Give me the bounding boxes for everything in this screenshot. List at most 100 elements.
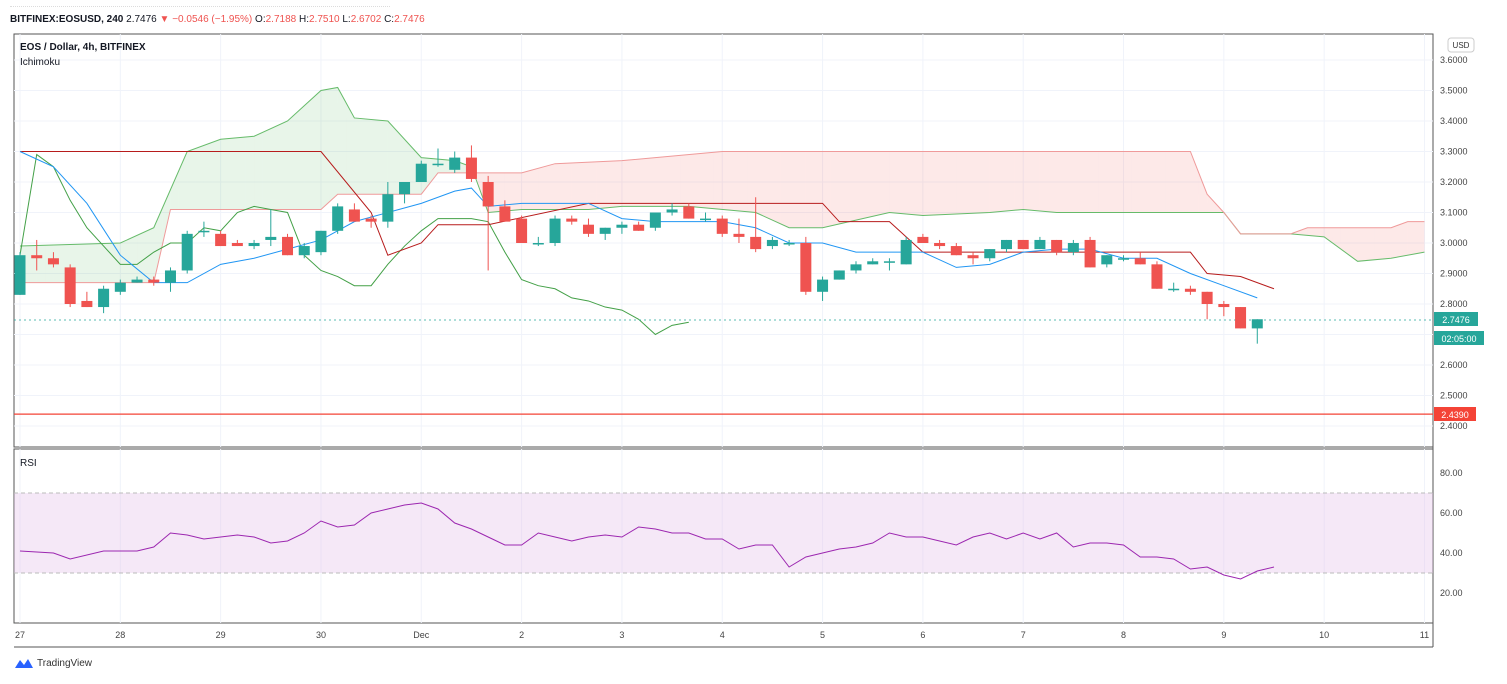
cloud-segment — [120, 239, 129, 283]
cloud-segment — [78, 244, 87, 283]
cloud-segment — [529, 168, 539, 210]
cloud-segment — [212, 139, 221, 210]
cloud-segment — [354, 117, 363, 195]
cloud-segment — [1048, 151, 1057, 213]
currency-button[interactable] — [1447, 37, 1475, 53]
cloud-segment — [1207, 194, 1216, 213]
last-price: 2.7476 — [126, 14, 157, 25]
candle-body — [733, 233, 745, 237]
candles — [14, 145, 1263, 344]
cloud-segment — [981, 151, 990, 213]
price-tick-label: 3.5000 — [1440, 86, 1468, 96]
candle-body — [1067, 243, 1079, 253]
cloud-segment — [805, 151, 815, 228]
cloud-segment — [1374, 227, 1383, 260]
time-tick-label: 8 — [1121, 630, 1126, 640]
base-line — [20, 151, 1275, 290]
cloud-segment — [1123, 151, 1132, 213]
low-label: L: — [342, 14, 351, 25]
candle-body — [867, 261, 879, 265]
candle-body — [282, 236, 294, 256]
cloud-segment — [789, 151, 798, 228]
time-tick-label: 5 — [820, 630, 825, 640]
candle-body — [566, 218, 578, 222]
cloud-segment — [546, 163, 556, 210]
rsi-title: RSI — [20, 458, 37, 469]
cloud-segment — [429, 158, 438, 184]
cloud-segment — [830, 151, 840, 226]
time-tick-label: 6 — [920, 630, 925, 640]
cloud-segment — [203, 142, 213, 210]
candle-body — [1118, 258, 1130, 260]
cloud-segment — [964, 151, 974, 214]
cloud-segment — [1332, 227, 1341, 250]
candle-body — [432, 163, 444, 166]
rsi-tick-label: 20.00 — [1440, 588, 1463, 598]
cloud-segment — [1056, 151, 1065, 213]
cloud-segment — [220, 138, 229, 210]
indicator-name: Ichimoku — [20, 57, 60, 68]
high-label: H: — [298, 14, 309, 25]
countdown-tag — [1434, 331, 1484, 345]
cloud-segment — [847, 151, 856, 223]
candle-body — [1218, 304, 1230, 308]
cloud-segment — [1340, 227, 1350, 256]
cloud-segment — [738, 151, 748, 212]
time-tick-label: 11 — [1420, 630, 1429, 640]
price-tick-label: 3.3000 — [1440, 147, 1468, 157]
cloud-segment — [688, 153, 698, 208]
time-tick-label: 27 — [15, 630, 25, 640]
cloud-segment — [1391, 224, 1400, 259]
candle-body — [348, 209, 360, 222]
price-tick-label: 2.4000 — [1440, 421, 1468, 431]
candle-body — [31, 255, 43, 259]
candle-body — [766, 239, 778, 247]
cloud-segment — [404, 139, 413, 195]
grid — [14, 34, 1433, 623]
cloud-segment — [312, 90, 321, 210]
time-tick-label: 30 — [316, 630, 326, 640]
cloud-segment — [1148, 151, 1157, 213]
candle-body — [1051, 239, 1063, 253]
cloud-segment — [973, 151, 982, 214]
cloud-segment — [1065, 151, 1074, 213]
candle-body — [482, 182, 494, 207]
cropped-top-text — [10, 0, 390, 7]
cloud-segment — [580, 162, 589, 210]
main-pane-title: EOS / Dollar, 4h, BITFINEX — [20, 42, 146, 53]
candle-body — [248, 243, 260, 247]
cloud-segment — [36, 245, 46, 283]
cloud-segment — [270, 124, 280, 210]
candle-body — [750, 236, 762, 250]
rsi-plot — [14, 492, 1433, 580]
cloud-segment — [897, 151, 907, 215]
cloud-segment — [680, 154, 689, 207]
cloud-segment — [496, 172, 505, 212]
candle-body — [934, 243, 946, 247]
cloud-segment — [947, 151, 957, 215]
cloud-segment — [438, 159, 447, 173]
cloud-segment — [772, 151, 781, 224]
cloud-segment — [295, 105, 305, 210]
candle-body — [47, 258, 59, 265]
open-label: O: — [255, 14, 266, 25]
tradingview-brand[interactable]: TradingView — [14, 657, 92, 669]
cloud-segment — [1407, 221, 1417, 256]
price-tick-label: 3.4000 — [1440, 116, 1468, 126]
cloud-segment — [153, 208, 163, 283]
cloud-segment — [287, 113, 296, 210]
cloud-segment — [1399, 221, 1408, 257]
time-tick-label: 28 — [115, 630, 125, 640]
cloud-segment — [814, 151, 823, 228]
cloud-segment — [596, 161, 606, 209]
candle-body — [984, 249, 996, 259]
cloud-segment — [655, 156, 664, 207]
axes-labels: 2.40002.50002.60002.70002.80002.90003.00… — [15, 55, 1468, 640]
cloud-segment — [128, 235, 138, 283]
open-value: 2.7188 — [265, 14, 297, 25]
candle-body — [616, 224, 628, 228]
cloud-segment — [889, 151, 898, 214]
symbol-label: BITFINEX:EOSUSD, 240 — [10, 14, 124, 25]
main-pane-frame — [13, 33, 1434, 448]
